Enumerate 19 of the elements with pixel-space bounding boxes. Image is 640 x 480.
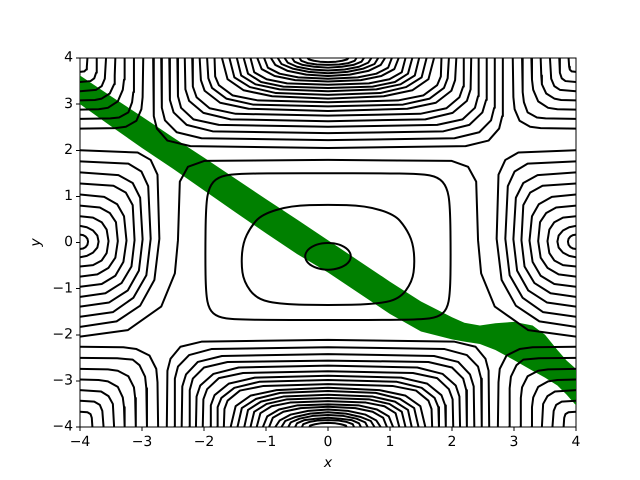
y-tick-label: 0: [64, 234, 73, 250]
y-tick-label: −2: [52, 326, 73, 342]
y-tick-label: 3: [64, 96, 73, 112]
x-tick-label: 4: [572, 434, 581, 450]
x-tick-label: 2: [448, 434, 456, 450]
y-tick-label: 4: [64, 50, 74, 66]
x-tick-label: −1: [256, 434, 276, 450]
x-tick-label: 0: [324, 434, 332, 450]
y-axis-title: y: [28, 238, 44, 248]
x-tick-label: −2: [194, 434, 214, 450]
y-tick-label: −4: [52, 418, 74, 435]
y-tick-label: −3: [52, 372, 73, 389]
x-tick-label: 3: [510, 434, 518, 450]
y-tick-label: −1: [52, 280, 73, 296]
x-tick-label: 1: [386, 434, 394, 450]
x-axis-title: x: [322, 455, 333, 472]
y-tick-label: 2: [64, 142, 73, 158]
x-tick-label: −3: [132, 434, 152, 450]
y-tick-label: 1: [64, 188, 73, 204]
